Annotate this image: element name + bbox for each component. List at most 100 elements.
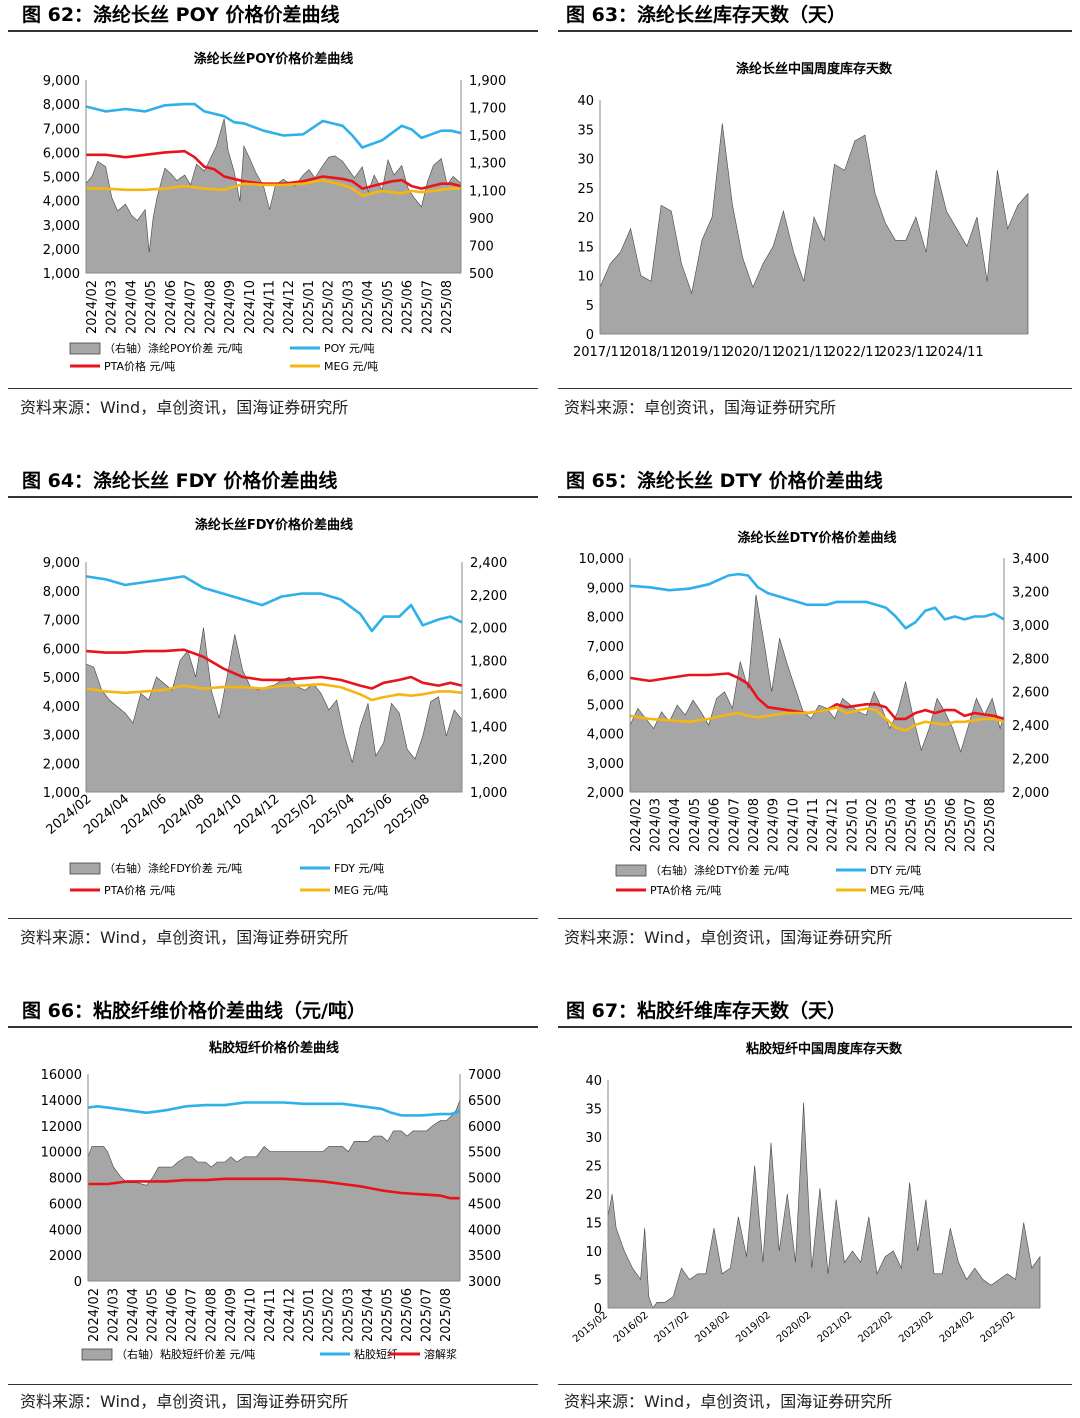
x-tick-label: 2016/02 xyxy=(612,1310,651,1345)
x-tick-label: 2024/06 xyxy=(164,280,179,334)
y-tick-label: 3,000 xyxy=(43,219,80,234)
x-tick-label: 2020/02 xyxy=(775,1310,814,1345)
x-tick-label: 2024/09 xyxy=(223,280,238,334)
y-tick-label: 7,000 xyxy=(587,640,624,655)
y2-tick-label: 5000 xyxy=(468,1172,501,1187)
line-series-3 xyxy=(86,178,461,198)
y-tick-label: 8,000 xyxy=(43,585,80,600)
y-tick-label: 9,000 xyxy=(43,74,80,89)
x-tick-label: 2024/10 xyxy=(243,1288,258,1342)
x-tick-label: 2025/04 xyxy=(361,1288,376,1342)
x-tick-label: 2024/03 xyxy=(105,280,120,334)
legend-swatch xyxy=(81,1348,113,1361)
x-tick-label: 2017/02 xyxy=(653,1310,692,1345)
y2-tick-label: 3,400 xyxy=(1012,552,1049,567)
y2-tick-label: 2,400 xyxy=(1012,719,1049,734)
y2-tick-label: 1,600 xyxy=(470,687,507,702)
figure-title: 图 67：粘胶纤维库存天数（天） xyxy=(566,1000,847,1022)
chart-viscose: 粘胶短纤价格价差曲线 0 2000 4000 6000 8000 10000 12000 140… xyxy=(41,1040,501,1361)
line-series-1 xyxy=(85,575,463,633)
y2-tick-label: 1,100 xyxy=(469,184,506,199)
x-tick-label: 2024/11 xyxy=(930,345,984,360)
x-tick-label: 2025/02 xyxy=(322,1288,337,1342)
y-tick-label: 4,000 xyxy=(43,195,80,210)
figure-title: 图 66：粘胶纤维价格价差曲线（元/吨） xyxy=(22,1000,366,1022)
legend-label: DTY 元/吨 xyxy=(870,864,921,877)
x-tick-label: 2025/03 xyxy=(341,280,356,334)
source-rule xyxy=(8,918,538,919)
y2-tick-label: 2,200 xyxy=(470,589,507,604)
x-tick-label: 2015/02 xyxy=(571,1310,610,1345)
source-rule xyxy=(558,1384,1072,1385)
title-rule xyxy=(558,496,1072,498)
y2-tick-label: 6500 xyxy=(468,1094,501,1109)
y-tick-label: 40 xyxy=(585,1074,602,1089)
y-tick-label: 14000 xyxy=(41,1094,82,1109)
line-series-1 xyxy=(629,572,1005,630)
x-tick-label: 2025/01 xyxy=(302,280,317,334)
x-tick-label: 2022/02 xyxy=(856,1310,895,1345)
y-tick-label: 5,000 xyxy=(587,698,624,713)
x-tick-label: 2024/05 xyxy=(146,1288,161,1342)
x-tick-label: 2024/10 xyxy=(786,798,801,852)
y-tick-label: 5,000 xyxy=(43,171,80,186)
x-tick-label: 2024/03 xyxy=(106,1288,121,1342)
legend-label: FDY 元/吨 xyxy=(334,862,384,875)
figure-title: 图 62：涤纶长丝 POY 价格价差曲线 xyxy=(22,4,340,26)
area-series xyxy=(599,123,1029,335)
legend-label: PTA价格 元/吨 xyxy=(104,359,175,373)
x-tick-label: 2024/06 xyxy=(165,1288,180,1342)
y-tick-label: 15 xyxy=(577,240,594,255)
x-tick-label: 2025/02 xyxy=(322,280,337,334)
legend-label: MEG 元/吨 xyxy=(870,884,924,897)
x-tick-label: 2019/11 xyxy=(675,345,729,360)
y-tick-label: 35 xyxy=(585,1103,602,1118)
y-tick-label: 12000 xyxy=(41,1120,82,1135)
title-rule xyxy=(8,1026,538,1028)
y2-tick-label: 2,400 xyxy=(470,556,507,571)
line-series-1 xyxy=(87,1101,461,1117)
y-tick-label: 30 xyxy=(585,1131,602,1146)
x-tick-label: 2025/03 xyxy=(885,798,900,852)
x-tick-label: 2024/02 xyxy=(938,1310,977,1345)
y-tick-label: 2000 xyxy=(49,1249,82,1264)
legend-label: 粘胶短纤 xyxy=(354,1347,398,1361)
x-tick-label: 2025/02 xyxy=(865,798,880,852)
figure-64: 图 64：涤纶长丝 FDY 价格价差曲线 涤纶长丝FDY价格价差曲线 1,000 2… xyxy=(8,466,542,947)
y-tick-label: 35 xyxy=(577,123,594,138)
x-tick-label: 2024/12 xyxy=(826,798,841,852)
x-tick-label: 2017/11 xyxy=(573,345,627,360)
x-tick-label: 2024/12 xyxy=(283,1288,298,1342)
title-rule xyxy=(8,496,538,498)
figure-62: 图 62：涤纶长丝 POY 价格价差曲线 涤纶长丝POY价格价差曲线 1,000 2… xyxy=(8,0,542,420)
x-tick-label: 2024/02 xyxy=(629,798,644,852)
x-tick-label: 2024/11 xyxy=(263,1288,278,1342)
y-tick-label: 0 xyxy=(586,328,594,343)
legend-swatch xyxy=(615,864,647,877)
x-tick-label: 2024/08 xyxy=(203,280,218,334)
x-tick-label: 2025/06 xyxy=(401,280,416,334)
legend-label: PTA价格 元/吨 xyxy=(104,883,175,897)
y-tick-label: 3,000 xyxy=(43,729,80,744)
area-series xyxy=(85,118,462,274)
y2-tick-label: 1,800 xyxy=(470,655,507,670)
area-series xyxy=(87,1099,461,1282)
line-series-2 xyxy=(88,1177,460,1200)
chart-fdy: 涤纶长丝FDY价格价差曲线 1,000 2,000 3,000 4,000 5,000 6,… xyxy=(43,517,507,897)
y-tick-label: 4,000 xyxy=(587,728,624,743)
x-tick-label: 2024/09 xyxy=(224,1288,239,1342)
x-tick-label: 2023/11 xyxy=(879,345,933,360)
x-tick-label: 2024/07 xyxy=(185,1288,200,1342)
x-tick-label: 2025/03 xyxy=(341,1288,356,1342)
y-tick-label: 7,000 xyxy=(43,614,80,629)
y-tick-label: 10000 xyxy=(41,1146,82,1161)
x-tick-label: 2025/04 xyxy=(904,798,919,852)
x-tick-label: 2024/11 xyxy=(806,798,821,852)
x-tick-label: 2025/08 xyxy=(440,280,455,334)
legend-label: （右轴）粘胶短纤价差 元/吨 xyxy=(116,1347,255,1361)
x-tick-label: 2024/02 xyxy=(85,280,100,334)
chart-title: 涤纶长丝POY价格价差曲线 xyxy=(194,51,354,67)
line-series-3 xyxy=(85,682,463,702)
x-tick-label: 2024/08 xyxy=(747,798,762,852)
y2-tick-label: 1,300 xyxy=(469,157,506,172)
